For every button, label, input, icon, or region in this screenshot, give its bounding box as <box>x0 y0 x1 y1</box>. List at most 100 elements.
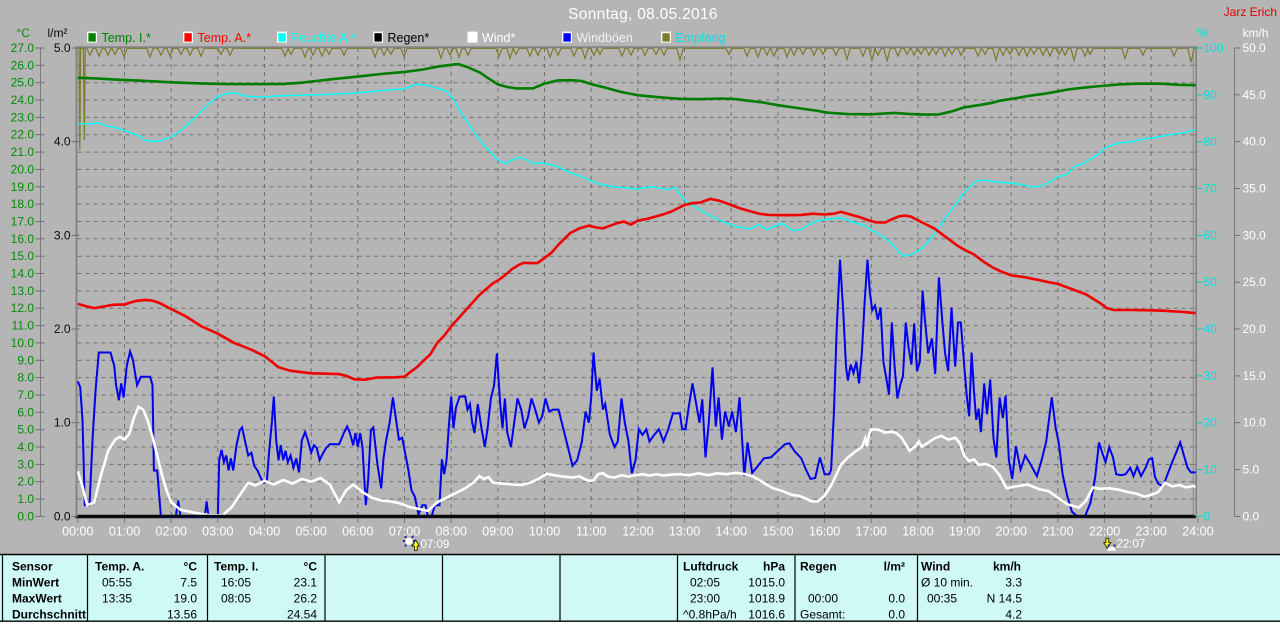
svg-text:07:00: 07:00 <box>389 525 420 539</box>
svg-text:08:05: 08:05 <box>221 592 251 606</box>
svg-text:Windböen: Windböen <box>577 31 633 45</box>
svg-text:Durchschnitt: Durchschnitt <box>12 608 86 622</box>
svg-text:11:00: 11:00 <box>576 525 606 539</box>
svg-text:07:09: 07:09 <box>421 539 450 551</box>
svg-text:0: 0 <box>1204 509 1211 523</box>
svg-text:0.0: 0.0 <box>17 509 34 523</box>
svg-text:15.0: 15.0 <box>1243 369 1267 383</box>
svg-text:70: 70 <box>1204 182 1218 196</box>
svg-text:60: 60 <box>1204 228 1218 242</box>
svg-text:1.0: 1.0 <box>17 492 34 506</box>
svg-text:%: % <box>1198 26 1209 40</box>
svg-text:23.1: 23.1 <box>294 576 318 590</box>
svg-text:12.0: 12.0 <box>11 301 35 315</box>
svg-text:4.0: 4.0 <box>54 135 71 149</box>
svg-text:Temp. I.: Temp. I. <box>214 560 258 574</box>
svg-text:Sonntag, 08.05.2016: Sonntag, 08.05.2016 <box>568 6 718 23</box>
svg-text:l/m²: l/m² <box>48 26 68 40</box>
svg-text:5.0: 5.0 <box>54 41 71 55</box>
svg-text:23.0: 23.0 <box>11 110 35 124</box>
svg-text:4.0: 4.0 <box>17 440 34 454</box>
svg-text:03:00: 03:00 <box>202 525 233 539</box>
svg-text:00:35: 00:35 <box>927 592 957 606</box>
svg-text:21:00: 21:00 <box>1042 525 1073 539</box>
svg-text:06:00: 06:00 <box>342 525 373 539</box>
svg-text:05:55: 05:55 <box>102 576 132 590</box>
svg-text:^0.8hPa/h: ^0.8hPa/h <box>683 608 737 622</box>
svg-text:1018.9: 1018.9 <box>748 592 785 606</box>
svg-text:9.0: 9.0 <box>17 353 34 367</box>
svg-text:20.0: 20.0 <box>1243 322 1267 336</box>
svg-text:22.0: 22.0 <box>11 128 35 142</box>
svg-text:25.0: 25.0 <box>11 76 35 90</box>
svg-text:7.0: 7.0 <box>17 388 34 402</box>
svg-text:17:00: 17:00 <box>856 525 887 539</box>
svg-text:km/h: km/h <box>993 560 1021 574</box>
svg-text:°C: °C <box>17 26 31 40</box>
svg-text:05:00: 05:00 <box>296 525 327 539</box>
svg-text:Wind*: Wind* <box>482 31 515 45</box>
svg-text:°C: °C <box>304 560 318 574</box>
svg-text:02:00: 02:00 <box>156 525 187 539</box>
svg-text:0.0: 0.0 <box>888 592 905 606</box>
svg-text:1016.6: 1016.6 <box>748 608 785 622</box>
svg-text:02:05: 02:05 <box>690 576 720 590</box>
svg-text:7.5: 7.5 <box>180 576 197 590</box>
svg-text:°C: °C <box>184 560 198 574</box>
svg-text:22:00: 22:00 <box>1089 525 1120 539</box>
svg-text:Temp. A.*: Temp. A.* <box>198 31 252 45</box>
svg-text:45.0: 45.0 <box>1243 88 1267 102</box>
svg-text:13:00: 13:00 <box>669 525 700 539</box>
svg-text:14:00: 14:00 <box>716 525 747 539</box>
svg-text:13.56: 13.56 <box>167 608 197 622</box>
svg-text:10: 10 <box>1204 463 1218 477</box>
svg-text:21.0: 21.0 <box>11 145 35 159</box>
svg-text:18.0: 18.0 <box>11 197 35 211</box>
svg-text:Wind: Wind <box>921 560 950 574</box>
svg-text:30: 30 <box>1204 369 1218 383</box>
svg-text:Empfang: Empfang <box>676 31 726 45</box>
svg-text:11.0: 11.0 <box>12 319 35 333</box>
svg-text:16:05: 16:05 <box>221 576 251 590</box>
svg-text:Gesamt:: Gesamt: <box>800 608 845 622</box>
svg-text:26.2: 26.2 <box>294 592 318 606</box>
svg-text:5.0: 5.0 <box>1243 463 1260 477</box>
svg-text:13.0: 13.0 <box>11 284 35 298</box>
svg-text:Luftdruck: Luftdruck <box>683 560 739 574</box>
svg-text:100: 100 <box>1204 41 1224 55</box>
svg-text:2.0: 2.0 <box>54 322 71 336</box>
svg-text:01:00: 01:00 <box>109 525 140 539</box>
svg-text:50: 50 <box>1204 275 1218 289</box>
svg-text:14.0: 14.0 <box>11 267 35 281</box>
svg-text:2.0: 2.0 <box>17 475 34 489</box>
svg-text:3.0: 3.0 <box>54 228 71 242</box>
svg-text:19.0: 19.0 <box>174 592 198 606</box>
svg-text:35.0: 35.0 <box>1243 182 1267 196</box>
svg-text:10.0: 10.0 <box>1243 416 1267 430</box>
svg-text:Feuchte A.*: Feuchte A.* <box>292 31 357 45</box>
svg-text:Temp. I.*: Temp. I.* <box>102 31 151 45</box>
svg-text:17.0: 17.0 <box>11 215 35 229</box>
svg-text:Temp. A.: Temp. A. <box>95 560 144 574</box>
svg-text:0.0: 0.0 <box>888 608 905 622</box>
svg-text:19:00: 19:00 <box>949 525 980 539</box>
svg-text:16:00: 16:00 <box>809 525 840 539</box>
svg-text:20: 20 <box>1204 416 1218 430</box>
svg-text:10.0: 10.0 <box>11 336 35 350</box>
svg-text:5.0: 5.0 <box>17 423 34 437</box>
svg-text:Regen: Regen <box>800 560 837 574</box>
svg-text:26.0: 26.0 <box>11 58 35 72</box>
svg-text:N 14.5: N 14.5 <box>987 592 1023 606</box>
svg-text:24:00: 24:00 <box>1182 525 1213 539</box>
svg-text:Ø 10 min.: Ø 10 min. <box>921 576 973 590</box>
svg-text:25.0: 25.0 <box>1243 275 1267 289</box>
svg-text:50.0: 50.0 <box>1243 41 1267 55</box>
svg-text:00:00: 00:00 <box>62 525 93 539</box>
svg-text:10:00: 10:00 <box>529 525 560 539</box>
svg-text:1.0: 1.0 <box>54 416 71 430</box>
svg-text:19.0: 19.0 <box>11 180 35 194</box>
svg-text:16.0: 16.0 <box>11 232 35 246</box>
svg-text:6.0: 6.0 <box>17 405 34 419</box>
svg-text:30.0: 30.0 <box>1243 228 1267 242</box>
svg-text:0.0: 0.0 <box>54 509 71 523</box>
